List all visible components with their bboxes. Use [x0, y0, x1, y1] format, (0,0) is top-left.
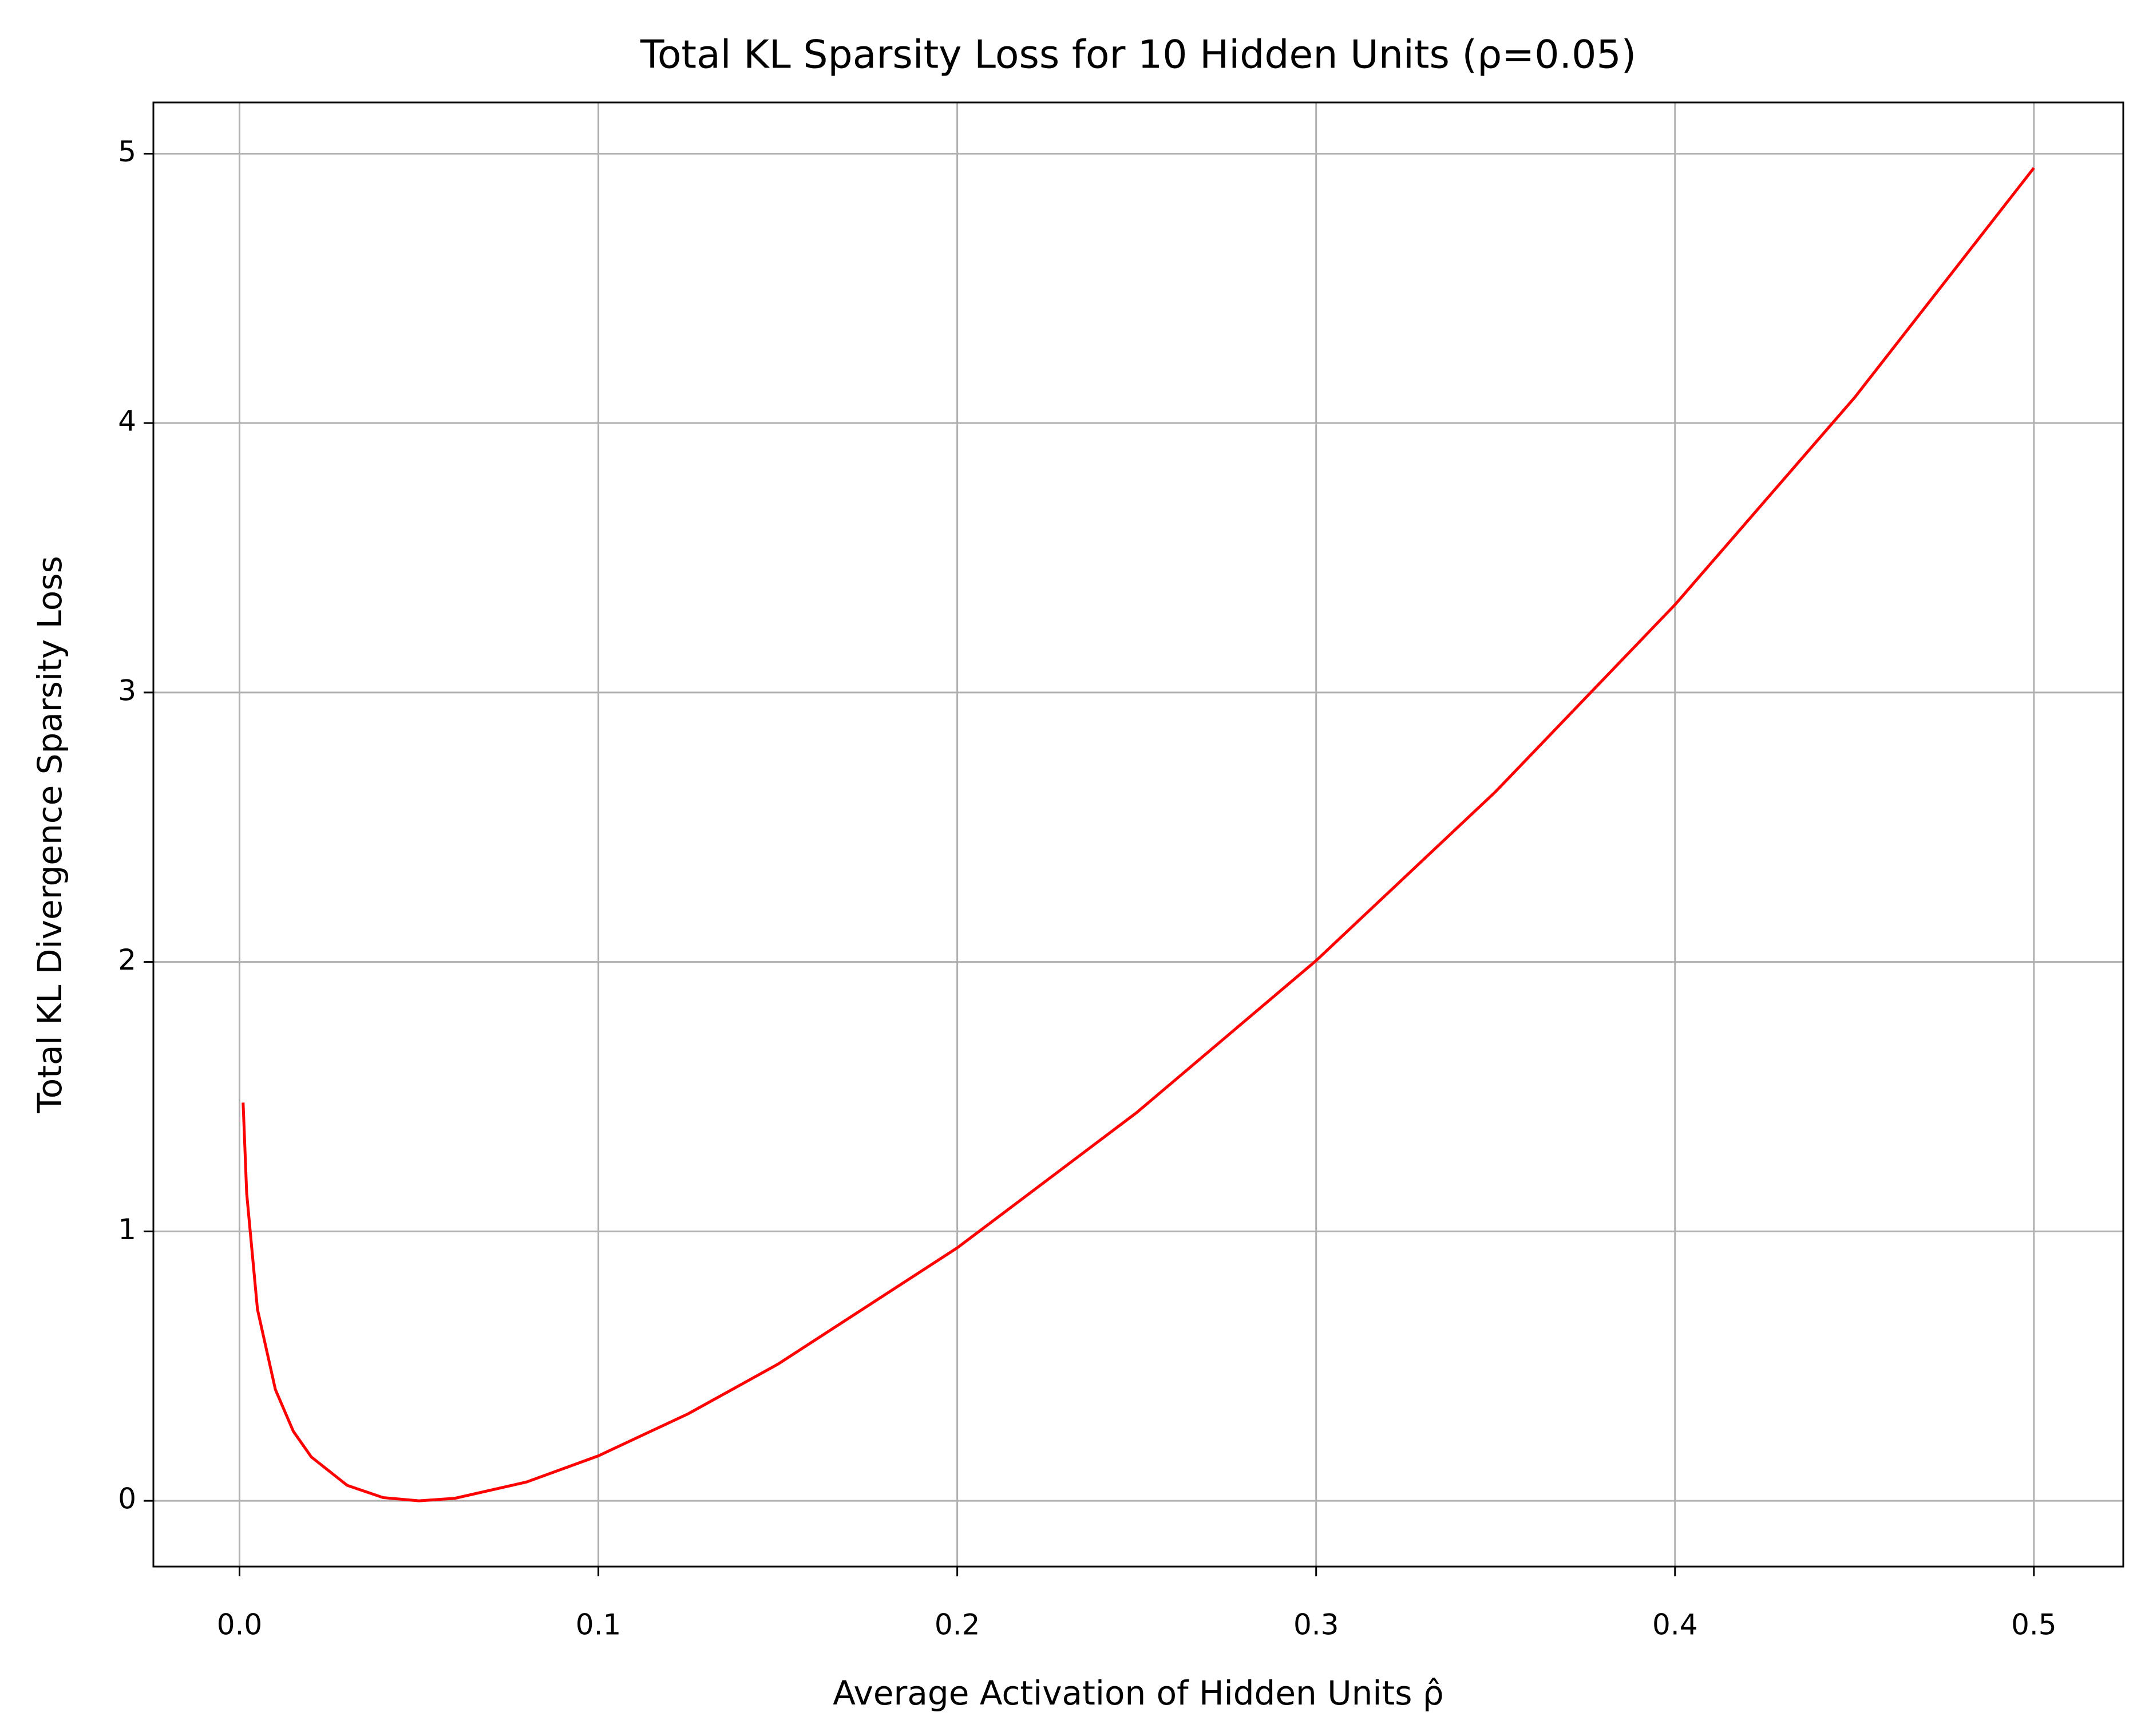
y-tick-label: 3 [118, 674, 136, 707]
chart-title: Total KL Sparsity Loss for 10 Hidden Uni… [640, 33, 1636, 78]
x-tick-label: 0.0 [217, 1608, 263, 1642]
x-tick-label: 0.1 [576, 1608, 622, 1642]
x-tick-label: 0.3 [1293, 1608, 1339, 1642]
data-line [242, 167, 2035, 1502]
x-tick-label: 0.2 [935, 1608, 980, 1642]
x-tick-label: 0.4 [1652, 1608, 1698, 1642]
y-axis-label: Total KL Divergence Sparsity Loss [30, 556, 69, 1114]
y-tick-label: 0 [118, 1482, 136, 1516]
plot-frame [152, 101, 2124, 1568]
y-tick-label: 1 [118, 1213, 136, 1246]
x-tick-label: 0.5 [2011, 1608, 2057, 1642]
y-tick-label: 4 [118, 405, 136, 438]
y-tick-label: 2 [118, 943, 136, 976]
x-axis-label: Average Activation of Hidden Units ρ̂ [833, 1674, 1444, 1713]
y-tick-label: 5 [118, 135, 136, 168]
